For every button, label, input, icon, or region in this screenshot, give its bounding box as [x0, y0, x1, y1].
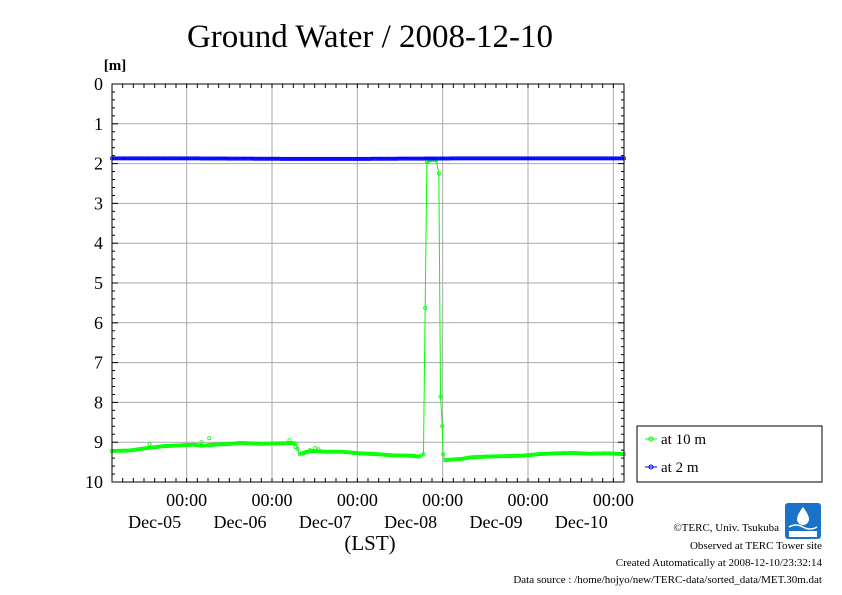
x-tick-time-label: 00:00 — [251, 490, 292, 510]
legend-marker-2m — [648, 464, 654, 470]
data-point — [216, 442, 221, 447]
data-point — [301, 451, 306, 456]
series-1 — [110, 156, 627, 161]
data-point — [283, 441, 288, 446]
data-point — [307, 448, 312, 453]
data-point — [436, 171, 441, 176]
data-point — [287, 438, 292, 443]
y-axis-unit: [m] — [104, 58, 127, 74]
data-point — [280, 441, 285, 446]
data-point — [197, 443, 202, 448]
x-ticks: 00:00Dec-0500:00Dec-0600:00Dec-0700:00De… — [111, 84, 634, 532]
y-tick-label: 7 — [94, 353, 103, 373]
y-tick-label: 2 — [94, 154, 103, 174]
data-point — [289, 440, 294, 445]
data-point — [212, 442, 217, 447]
x-tick-date-label: Dec-09 — [470, 512, 523, 532]
data-point — [227, 442, 232, 447]
data-point — [178, 443, 183, 448]
data-point — [147, 442, 152, 447]
footer-observed: Observed at TERC Tower site — [690, 540, 822, 552]
data-point — [421, 452, 426, 457]
y-tick-label: 6 — [94, 313, 103, 333]
grid-lines — [112, 84, 624, 482]
x-axis-label: (LST) — [344, 531, 395, 555]
data-point — [201, 443, 206, 448]
y-tick-label: 0 — [94, 74, 103, 94]
data-point — [221, 442, 226, 447]
data-point — [441, 452, 446, 457]
footer-created: Created Automatically at 2008-12-10/23:3… — [616, 557, 823, 569]
data-point — [185, 442, 190, 447]
data-point — [180, 443, 185, 448]
data-point — [316, 449, 321, 454]
data-point — [230, 441, 235, 446]
data-point — [415, 454, 420, 459]
data-point — [423, 305, 428, 310]
x-tick-time-label: 00:00 — [166, 490, 207, 510]
data-point — [278, 441, 283, 446]
data-point — [438, 394, 443, 399]
data-point — [234, 441, 239, 446]
x-tick-date-label: Dec-06 — [214, 512, 267, 532]
x-tick-date-label: Dec-10 — [555, 512, 608, 532]
y-tick-label: 9 — [94, 432, 103, 452]
data-point — [440, 424, 445, 429]
x-tick-time-label: 00:00 — [507, 490, 548, 510]
data-point — [310, 448, 315, 453]
y-tick-label: 4 — [94, 233, 103, 253]
data-point — [199, 440, 204, 445]
data-point — [228, 441, 233, 446]
x-tick-time-label: 00:00 — [422, 490, 463, 510]
data-point — [183, 443, 188, 448]
data-point — [316, 447, 321, 452]
data-point — [223, 442, 228, 447]
data-point — [217, 442, 222, 447]
data-series — [110, 156, 627, 463]
terc-logo — [785, 503, 821, 539]
y-tick-label: 3 — [94, 193, 103, 213]
terc-logo-band — [789, 531, 817, 537]
data-point — [319, 449, 324, 454]
footer-copyright: ©TERC, Univ. Tsukuba — [673, 522, 779, 534]
x-tick-date-label: Dec-07 — [299, 512, 352, 532]
data-point — [225, 442, 230, 447]
x-tick-time-label: 00:00 — [593, 490, 634, 510]
x-tick-date-label: Dec-08 — [384, 512, 437, 532]
legend: at 10 m at 2 m — [636, 425, 823, 483]
water-drop-icon — [797, 507, 809, 525]
legend-label-10m: at 10 m — [661, 432, 706, 448]
data-point — [207, 436, 212, 441]
footer-source: Data source : /home/hojyo/new/TERC-data/… — [513, 574, 822, 586]
data-point — [285, 441, 290, 446]
y-tick-label: 8 — [94, 392, 103, 412]
data-point — [236, 441, 241, 446]
plot-frame — [111, 83, 625, 483]
legend-marker-10m — [648, 436, 654, 442]
data-point — [187, 442, 192, 447]
legend-label-2m: at 2 m — [661, 460, 699, 476]
data-point — [299, 451, 304, 456]
series-0 — [110, 157, 627, 463]
legend-box — [636, 425, 823, 483]
x-tick-date-label: Dec-05 — [128, 512, 181, 532]
x-tick-time-label: 00:00 — [337, 490, 378, 510]
data-point — [293, 444, 298, 449]
chart-title: Ground Water / 2008-12-10 — [187, 19, 553, 55]
y-tick-label: 1 — [94, 114, 103, 134]
data-point — [297, 452, 302, 457]
data-point — [276, 441, 281, 446]
y-tick-label: 10 — [85, 472, 103, 492]
data-point — [219, 442, 224, 447]
data-point — [232, 441, 237, 446]
data-point — [181, 443, 186, 448]
data-point — [313, 446, 318, 451]
wave-icon — [788, 524, 818, 530]
data-point — [281, 441, 286, 446]
data-point — [214, 442, 219, 447]
data-point — [291, 441, 296, 446]
y-tick-label: 5 — [94, 273, 103, 293]
